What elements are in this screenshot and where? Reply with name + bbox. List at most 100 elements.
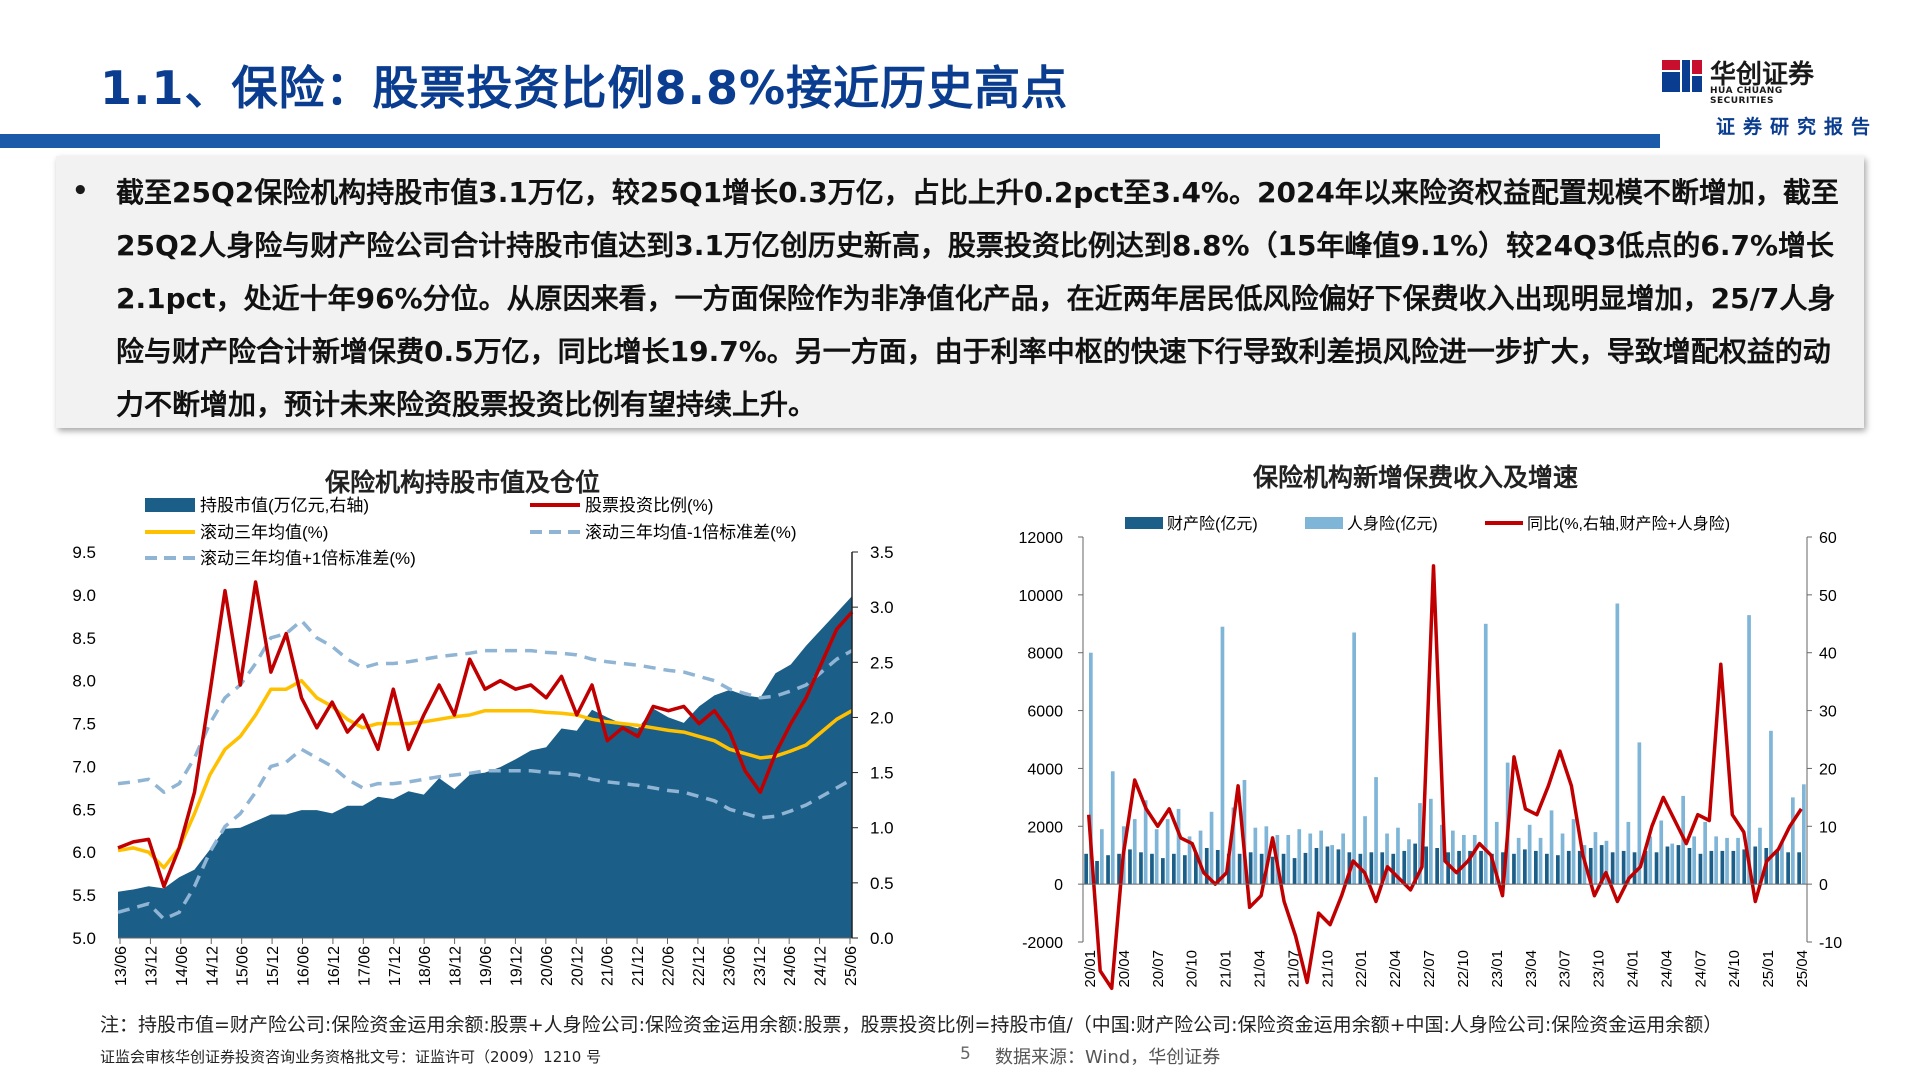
life-bar [1407, 839, 1411, 885]
life-bar [1714, 836, 1718, 885]
x-axis-tick-label: 23/06 [721, 946, 738, 986]
rolling-mean-line [117, 678, 853, 870]
x-axis-tick-label: 20/06 [539, 946, 556, 986]
property-bar [1139, 852, 1143, 885]
x-axis-tick-label: 21/12 [630, 946, 647, 986]
property-bar [1490, 853, 1494, 885]
bullet-icon: • [72, 176, 89, 206]
life-bar [1538, 837, 1543, 885]
property-bar [1588, 848, 1593, 885]
life-bar [1319, 830, 1323, 885]
life-bar [1527, 824, 1532, 885]
x-axis-tick-label: 24/12 [813, 946, 830, 986]
right-axis-tick-label: 50 [1819, 588, 1837, 605]
property-bar [1161, 858, 1165, 885]
x-axis-tick-label: 14/06 [174, 946, 191, 986]
property-bar [1128, 849, 1132, 885]
life-bar [1143, 800, 1148, 885]
life-bar [1110, 771, 1115, 885]
x-axis-tick-label: 20/01 [1082, 950, 1099, 988]
property-bar [1292, 858, 1297, 885]
x-axis-tick-label: 25/04 [1794, 950, 1811, 988]
life-bar [1264, 826, 1269, 885]
life-bar [1308, 833, 1313, 885]
property-bar [1369, 852, 1374, 885]
life-bar [1352, 632, 1356, 885]
left-chart: 持股市值(万亿元,右轴) 股票投资比例(%) 滚动三年均值(%) 滚动三年均值-… [72, 496, 894, 986]
header-bar [0, 134, 1920, 148]
life-bar [1330, 845, 1334, 885]
life-bar [1297, 829, 1302, 885]
property-bar [1545, 853, 1549, 885]
life-bar [1780, 842, 1784, 885]
property-bar [1501, 852, 1505, 885]
x-axis-tick-label: 24/04 [1658, 950, 1675, 988]
property-bar [1204, 848, 1209, 885]
life-bar [1341, 833, 1345, 885]
property-bar [1446, 852, 1450, 885]
life-bar [1604, 840, 1609, 885]
left-chart-title: 保险机构持股市值及仓位 [325, 468, 601, 497]
right-axis-tick-label: 1.0 [870, 819, 894, 838]
x-axis-tick-label: 24/10 [1726, 950, 1743, 988]
x-axis-tick-label: 15/06 [235, 946, 252, 986]
property-bar [1413, 843, 1417, 885]
page-number: 5 [960, 1044, 971, 1064]
legend-label: 财产险(亿元) [1167, 515, 1258, 533]
property-bar [1391, 853, 1396, 885]
legend-label: 股票投资比例(%) [585, 496, 713, 515]
life-bar [1187, 836, 1192, 885]
life-bar [1483, 623, 1488, 885]
page-title: 1.1、保险：股票投资比例8.8%接近历史高点 [100, 61, 1069, 115]
life-bar [1659, 820, 1664, 885]
x-axis-tick-label: 22/10 [1455, 950, 1472, 988]
left-axis-tick-label: 6.0 [72, 843, 96, 862]
x-axis-tick-label: 22/01 [1353, 950, 1370, 988]
life-bar [1626, 821, 1631, 885]
x-axis-tick-label: 24/06 [782, 946, 799, 986]
life-bar [1791, 797, 1795, 885]
property-bar [1654, 852, 1659, 885]
legend-swatch-property [1125, 517, 1163, 529]
property-bar [1380, 852, 1385, 885]
legend-label: 同比(%,右轴,财产险+人身险) [1527, 515, 1730, 533]
legend-label: 滚动三年均值(%) [200, 523, 328, 542]
property-bar [1150, 853, 1154, 885]
property-bar [1215, 850, 1220, 885]
life-bar [1429, 798, 1433, 885]
property-bar [1281, 853, 1286, 885]
legend-label: 滚动三年均值+1倍标准差(%) [200, 549, 416, 568]
life-bar [1472, 835, 1477, 885]
life-bar [1571, 819, 1576, 885]
life-bar [1736, 837, 1740, 885]
property-bar [1303, 852, 1308, 885]
life-bar [1802, 784, 1806, 885]
property-bar [1797, 852, 1801, 885]
x-axis-tick-label: 22/06 [661, 946, 678, 986]
left-axis-tick-label: 6.5 [72, 800, 96, 819]
property-bar [1709, 850, 1714, 885]
logo-name: 华创证券 [1710, 60, 1815, 90]
property-bar [1534, 850, 1538, 885]
x-axis-tick-label: 17/12 [387, 946, 404, 986]
property-bar [1325, 846, 1330, 885]
property-bar [1402, 850, 1407, 885]
chart-note: 注：持股市值=财产险公司:保险资金运用余额:股票+人身险公司:保险资金运用余额:… [100, 1014, 1723, 1036]
property-bar [1512, 853, 1516, 885]
life-bar [1165, 819, 1170, 885]
left-axis-tick-label: 5.5 [72, 886, 96, 905]
logo-mark-icon [1662, 60, 1702, 92]
right-axis-tick-label: 0.5 [870, 874, 894, 893]
x-axis-tick-label: 13/12 [143, 946, 160, 986]
life-bar [1593, 832, 1598, 885]
property-bar [1566, 850, 1571, 885]
report-type: 证券研究报告 [1715, 116, 1878, 138]
left-axis-tick-label: 8000 [1027, 646, 1063, 663]
right-axis-tick-label: 0.0 [870, 929, 894, 948]
x-axis-tick-label: 21/04 [1252, 950, 1269, 988]
x-axis-tick-label: 23/10 [1591, 950, 1608, 988]
x-axis-tick-label: 23/01 [1489, 950, 1506, 988]
right-axis-tick-label: 2.0 [870, 708, 894, 727]
property-bar [1194, 852, 1198, 885]
right-axis-tick-label: 3.5 [870, 543, 894, 562]
